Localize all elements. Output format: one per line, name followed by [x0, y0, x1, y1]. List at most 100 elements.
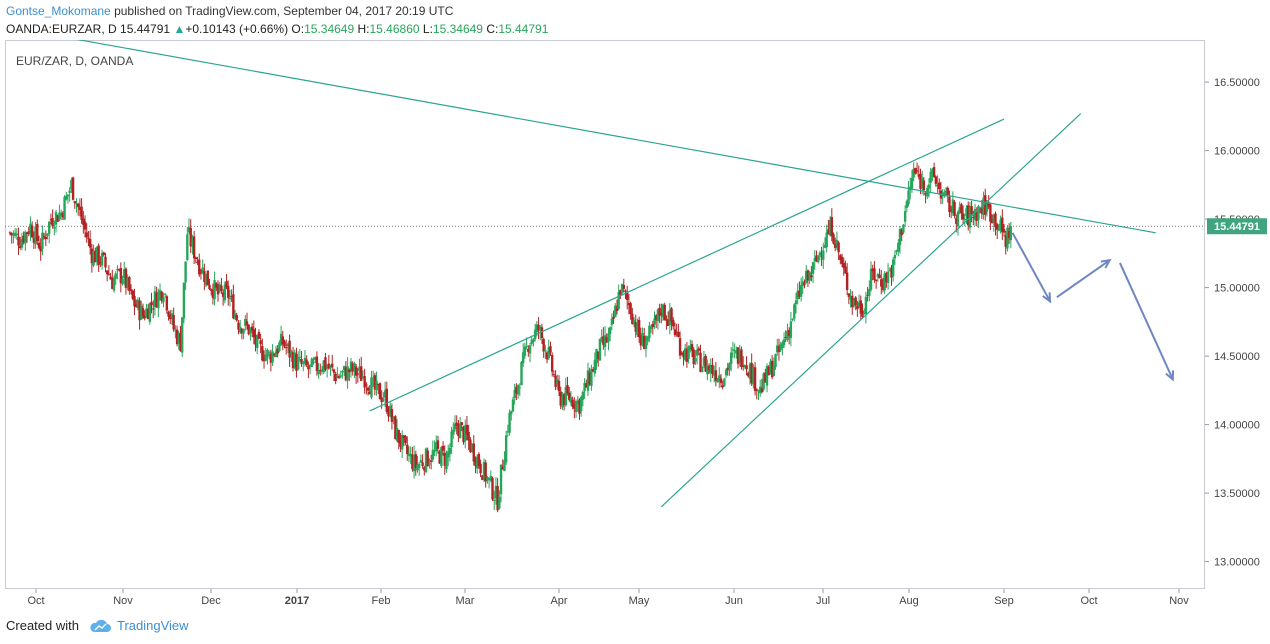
candle-body	[227, 285, 230, 298]
candle-body	[825, 232, 828, 248]
x-tick-label: Apr	[550, 595, 567, 607]
publish-info: Gontse_Mokomane published on TradingView…	[6, 4, 453, 18]
candle-body	[738, 349, 741, 363]
candle-body	[987, 202, 990, 207]
candle-body	[399, 440, 402, 447]
candle-body	[874, 279, 878, 281]
close-value: 15.44791	[498, 22, 549, 36]
candle-body	[731, 349, 735, 351]
candles-layer	[8, 162, 1013, 513]
candle-body	[730, 352, 733, 365]
candle-body	[293, 352, 296, 368]
candle-body	[230, 295, 233, 297]
candle-body	[498, 496, 501, 509]
candle-body	[590, 369, 593, 386]
candle-body	[995, 224, 999, 230]
candle-body	[682, 352, 685, 358]
candle-body	[849, 296, 852, 300]
candle-body	[189, 227, 192, 247]
candle-body	[540, 327, 544, 339]
x-tick-label: Nov	[1169, 595, 1189, 607]
candle-body	[704, 355, 707, 372]
chart-frame[interactable]	[5, 40, 1205, 589]
candle-body	[411, 454, 414, 470]
candle-body	[286, 343, 290, 347]
candle-body	[960, 204, 963, 214]
candle-body	[982, 197, 985, 216]
tradingview-cloud-icon	[90, 619, 111, 632]
candle-body	[631, 313, 634, 325]
candle-body	[75, 203, 78, 205]
candle-body	[433, 449, 436, 452]
candle-body	[15, 233, 19, 236]
candle-body	[585, 383, 588, 388]
candle-body	[170, 313, 174, 318]
candle-body	[777, 346, 781, 352]
candle-body	[254, 334, 257, 345]
candle-body	[87, 238, 90, 240]
candle-body	[545, 352, 549, 360]
candle-body	[852, 300, 856, 305]
candle-body	[225, 281, 228, 288]
candle-body	[472, 443, 475, 462]
y-tick-label: 14.50000	[1214, 351, 1260, 363]
candle-body	[903, 211, 907, 222]
candle-body	[856, 305, 859, 310]
candle-body	[278, 342, 281, 351]
candle-body	[842, 262, 845, 269]
candle-body	[342, 365, 346, 371]
candle-body	[221, 292, 225, 297]
trendline	[76, 40, 1156, 234]
candle-body	[736, 347, 740, 364]
candle-body	[419, 460, 423, 463]
candle-body	[733, 350, 736, 352]
candle-body	[175, 329, 179, 345]
candle-body	[276, 348, 279, 354]
candle-body	[944, 191, 948, 193]
candle-body	[438, 451, 441, 464]
candle-body	[440, 447, 443, 467]
candle-body	[660, 312, 663, 316]
candle-body	[612, 316, 615, 319]
candle-body	[244, 318, 247, 326]
candle-body	[975, 212, 978, 221]
tradingview-brand-link[interactable]: TradingView	[116, 618, 189, 633]
candle-body	[203, 270, 206, 282]
x-tick-label: Feb	[372, 595, 391, 607]
candle-body	[366, 387, 370, 391]
candle-body	[150, 302, 153, 306]
candle-body	[568, 392, 571, 400]
candle-body	[726, 367, 730, 371]
candle-body	[1001, 217, 1004, 233]
candle-body	[395, 427, 399, 441]
candle-body	[114, 273, 117, 279]
y-tick-label: 15.00000	[1214, 283, 1260, 295]
candle-body	[989, 204, 992, 222]
candle-body	[900, 229, 903, 236]
candle-body	[523, 346, 527, 356]
author-link[interactable]: Gontse_Mokomane	[6, 4, 111, 18]
candle-body	[571, 399, 574, 407]
candle-body	[271, 351, 274, 363]
candle-body	[508, 412, 511, 433]
candle-body	[632, 319, 636, 323]
candle-body	[760, 388, 764, 393]
candle-body	[491, 478, 494, 500]
candle-body	[12, 233, 15, 236]
candle-body	[41, 232, 44, 250]
candle-body	[34, 226, 37, 244]
candle-body	[559, 391, 562, 406]
candle-body	[990, 219, 994, 223]
candle-body	[1002, 228, 1006, 233]
candle-body	[460, 422, 464, 425]
candle-body	[598, 338, 602, 361]
candle-body	[1009, 226, 1013, 241]
last-price: 15.44791	[120, 22, 171, 36]
candle-body	[191, 238, 194, 247]
candle-body	[363, 376, 366, 388]
candle-body	[201, 267, 204, 274]
candle-body	[281, 336, 284, 345]
candle-body	[215, 283, 218, 288]
candle-body	[182, 282, 186, 319]
